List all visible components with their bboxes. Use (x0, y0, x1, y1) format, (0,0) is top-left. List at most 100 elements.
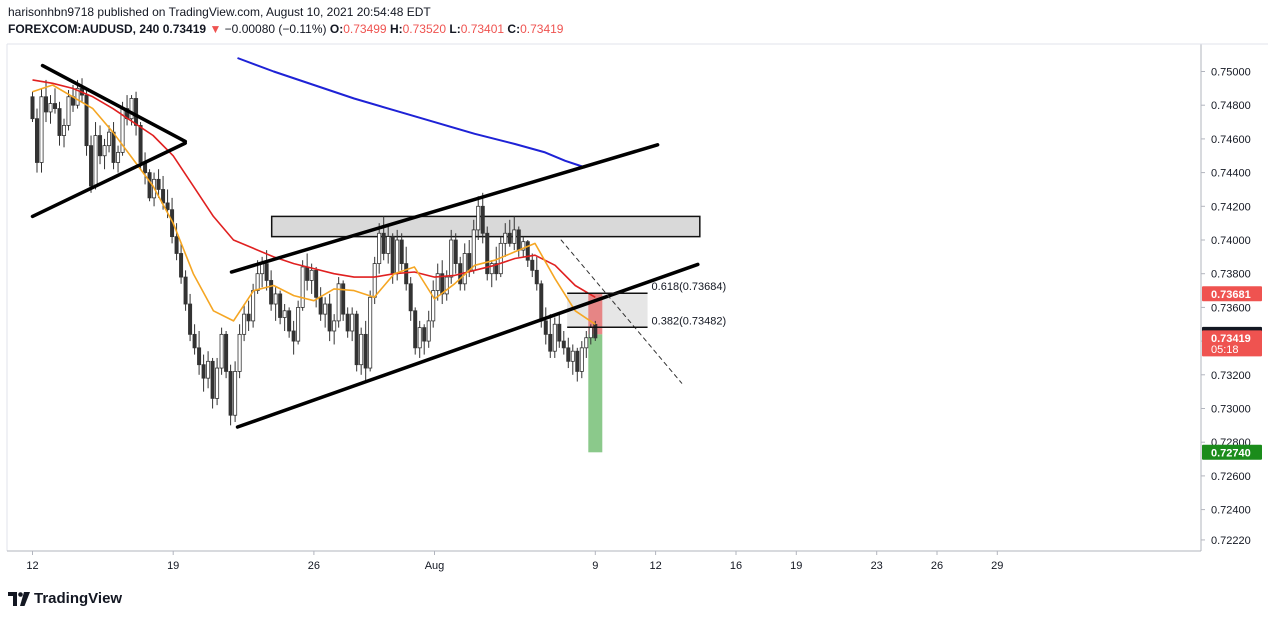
y-tick-label: 0.72600 (1211, 471, 1251, 483)
candle-body (179, 253, 184, 278)
x-tick-label: 12 (26, 560, 38, 572)
y-tick-label: 0.74600 (1211, 134, 1251, 146)
x-tick-label: 23 (871, 560, 883, 572)
candle-body (273, 293, 278, 305)
candle-body (174, 236, 179, 254)
price-chart[interactable]: 0.618(0.73684) 0.382(0.73482) 0.75000 0.74… (0, 40, 1274, 580)
candle-body (264, 263, 269, 281)
candle-body (539, 283, 544, 322)
open-value: 0.73499 (343, 22, 387, 36)
candle-body (552, 323, 557, 352)
x-tick-label: Aug (425, 560, 445, 572)
x-tick-label: 19 (790, 560, 802, 572)
candle-body (39, 96, 44, 163)
candle-body (584, 337, 589, 349)
candle-body (341, 283, 346, 315)
candle-body (476, 205, 481, 231)
candle-body (381, 232, 386, 254)
candle-body (282, 310, 287, 318)
tradingview-logo[interactable]: TradingView (8, 590, 122, 607)
candle-body (512, 229, 517, 244)
x-tick-label: 9 (592, 560, 598, 572)
candle-body (521, 241, 526, 251)
candle-body (296, 306, 301, 342)
candle-body (390, 236, 395, 275)
candle-body (449, 239, 454, 278)
candle-body (431, 290, 436, 322)
trendline-channel-bottom[interactable] (235, 262, 700, 429)
candle-body (386, 236, 391, 254)
candle-body (57, 108, 62, 136)
candle-body (327, 303, 332, 332)
publisher-line: harisonhbn9718 published on TradingView.… (8, 5, 431, 19)
x-tick-label: 29 (991, 560, 1003, 572)
change-value: −0.00080 (−0.11%) (224, 22, 327, 36)
candle-body (588, 327, 593, 339)
candle-body (377, 232, 382, 264)
candle-body (485, 232, 490, 275)
candle-body (314, 269, 319, 298)
y-tick-label: 0.72400 (1211, 505, 1251, 517)
candle-body (462, 253, 467, 285)
y-tick-label: 0.73000 (1211, 404, 1251, 416)
candle-body (89, 145, 94, 187)
ohlc-header: FOREXCOM:AUDUSD, 240 0.73419 ▼ −0.00080 … (8, 22, 563, 36)
trendlines-layer[interactable] (30, 63, 700, 429)
candle-body (138, 125, 143, 163)
close-label: C: (507, 22, 521, 36)
candle-body (102, 145, 107, 157)
y-tick-label: 0.73600 (1211, 302, 1251, 314)
candle-body (188, 303, 193, 335)
candle-body (579, 347, 584, 372)
candle-body (134, 98, 139, 126)
candle-body (111, 131, 116, 163)
ema-layer (32, 57, 596, 325)
price-badge: 0.73681 (1202, 286, 1262, 302)
candle-body (197, 347, 202, 366)
candle-body (350, 313, 355, 332)
price-badge-countdown: 05:18 (1211, 344, 1239, 356)
change-arrow-icon: ▼ (209, 22, 222, 36)
candle-body (255, 273, 260, 291)
candle-body (566, 347, 571, 362)
candle-body (48, 103, 53, 113)
candle-body (66, 96, 71, 126)
candle-body (228, 371, 233, 416)
price-badge-label: 0.72740 (1211, 447, 1251, 459)
candle-body (359, 333, 364, 366)
candle-body (53, 103, 58, 109)
candle-body (489, 263, 494, 275)
candle-body (399, 239, 404, 264)
tradingview-icon (8, 591, 30, 606)
candle-body (287, 310, 292, 332)
candle-body (206, 360, 211, 379)
trendline-triangle-bottom[interactable] (30, 141, 188, 219)
candle-body (116, 151, 121, 163)
candle-body (453, 239, 458, 264)
close-value: 0.73419 (520, 22, 564, 36)
fib-layer: 0.618(0.73684) 0.382(0.73482) (567, 281, 727, 329)
candle-body (323, 303, 328, 315)
fib-level-label: 0.618(0.73684) (652, 281, 727, 293)
candle-body (309, 269, 314, 281)
candle-body (543, 320, 548, 335)
candle-body (557, 323, 562, 342)
stop-loss-zone (588, 293, 603, 335)
candle-body (192, 333, 197, 349)
candle-body (260, 263, 265, 275)
take-profit-zone (588, 334, 603, 453)
trendline-channel-top[interactable] (229, 143, 660, 274)
trendline-projection-dashed[interactable] (560, 239, 683, 384)
low-value: 0.73401 (460, 22, 505, 36)
candle-body (516, 229, 521, 251)
trendline-triangle-top[interactable] (40, 63, 188, 144)
candle-body (156, 178, 161, 190)
candle-body (593, 324, 598, 339)
candle-body (561, 340, 566, 349)
candle-body (291, 330, 296, 342)
candle-body (84, 94, 89, 147)
ema-line-ema_fast (32, 84, 596, 325)
candle-body (107, 131, 112, 147)
